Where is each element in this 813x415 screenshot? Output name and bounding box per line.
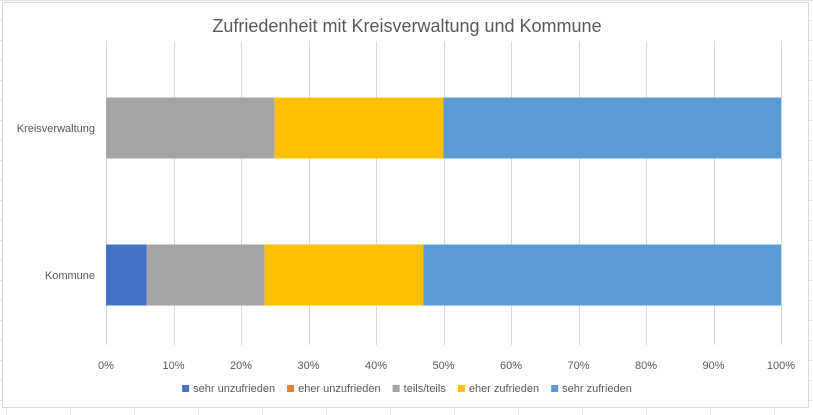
legend-item[interactable]: eher zufrieden (457, 383, 539, 395)
bar-segment[interactable] (106, 244, 147, 306)
bar-segment[interactable] (264, 244, 424, 306)
x-tick-label: 20% (230, 360, 252, 372)
legend-swatch (551, 385, 559, 392)
legend-label: eher unzufrieden (298, 383, 381, 395)
legend-item[interactable]: sehr unzufrieden (182, 383, 275, 395)
legend-label: sehr unzufrieden (193, 383, 275, 395)
legend-swatch (392, 385, 400, 392)
bar-segment[interactable] (146, 244, 265, 306)
x-tick-label: 100% (767, 360, 795, 372)
category-label: Kommune (45, 270, 95, 282)
x-tick-label: 30% (297, 360, 319, 372)
x-tick-label: 60% (500, 360, 522, 372)
chart-svg: Zufriedenheit mit Kreisverwaltung und Ko… (17, 16, 796, 395)
legend-label: eher zufrieden (469, 383, 539, 395)
category-axis-labels: Kreisverwaltung Kommune (17, 123, 95, 282)
legend-swatch (457, 385, 465, 392)
value-axis-labels: 0% 10% 20% 30% 40% 50% 60% 70% 80% 90% 100% (98, 360, 795, 372)
x-tick-label: 50% (432, 360, 454, 372)
bar-segment[interactable] (274, 97, 444, 159)
x-tick-label: 70% (567, 360, 589, 372)
plot-bars (106, 97, 782, 306)
bar-segment[interactable] (106, 97, 275, 159)
x-tick-label: 80% (635, 360, 657, 372)
legend-item[interactable]: eher unzufrieden (287, 383, 381, 395)
legend-label: teils/teils (404, 383, 447, 395)
x-tick-label: 40% (365, 360, 387, 372)
x-tick-label: 90% (702, 360, 724, 372)
legend-item[interactable]: sehr zufrieden (551, 383, 632, 395)
x-tick-label: 0% (98, 360, 114, 372)
chart-area[interactable]: Zufriedenheit mit Kreisverwaltung und Ko… (2, 2, 809, 408)
bar-segment[interactable] (423, 244, 781, 306)
legend-item[interactable]: teils/teils (392, 383, 447, 395)
category-label: Kreisverwaltung (17, 123, 95, 135)
bar-segment[interactable] (443, 97, 782, 159)
legend-swatch (287, 385, 295, 392)
chart-title: Zufriedenheit mit Kreisverwaltung und Ko… (212, 16, 601, 36)
legend-label: sehr zufrieden (562, 383, 632, 395)
legend-swatch (182, 385, 190, 392)
x-tick-label: 10% (162, 360, 184, 372)
legend: sehr unzufrieden eher unzufrieden teils/te… (182, 383, 632, 395)
